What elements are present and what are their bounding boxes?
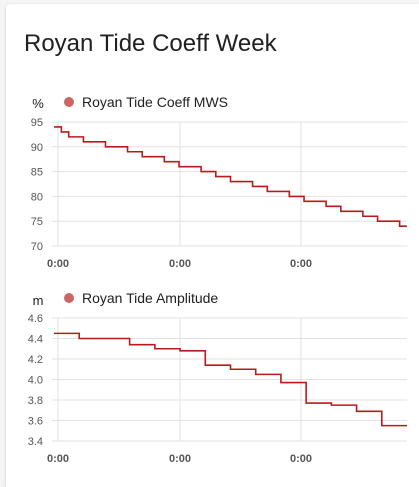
series-line [54, 126, 407, 227]
y-tick-label: 3.4 [28, 436, 43, 448]
y-tick-label: 90 [31, 142, 43, 154]
y-tick-label: 95 [31, 117, 43, 129]
y-tick-label: 4.2 [28, 354, 43, 366]
tide-amplitude-chart: m Royan Tide Amplitude 4.6 4.4 4.2 4.0 3.8 3.6 3… [28, 290, 407, 465]
legend-dot [64, 97, 74, 107]
x-tick-label: 0:00 [169, 258, 191, 270]
y-tick-label: 70 [31, 241, 43, 253]
x-tick-label: 0:00 [47, 258, 69, 270]
x-tick-label: 0:00 [290, 453, 312, 465]
series-line [54, 332, 407, 427]
tide-coeff-chart: % Royan Tide Coeff MWS 95 90 85 80 75 70 0:00 0:0… [31, 94, 407, 270]
y-axis-unit: % [32, 96, 44, 111]
y-tick-label: 85 [31, 167, 43, 179]
y-tick-label: 3.8 [28, 395, 43, 407]
y-tick-label: 75 [31, 216, 43, 228]
x-tick-label: 0:00 [169, 453, 191, 465]
x-tick-label: 0:00 [290, 258, 312, 270]
y-tick-label: 80 [31, 191, 43, 203]
y-tick-label: 4.0 [28, 375, 43, 387]
y-tick-label: 4.6 [28, 313, 43, 325]
legend-label: Royan Tide Coeff MWS [82, 94, 228, 110]
card-title: Royan Tide Coeff Week [24, 30, 277, 57]
legend-label: Royan Tide Amplitude [82, 290, 218, 306]
x-tick-label: 0:00 [47, 453, 69, 465]
y-axis-unit: m [33, 293, 44, 308]
legend-dot [64, 293, 74, 303]
y-tick-label: 3.6 [28, 416, 43, 428]
y-tick-label: 4.4 [28, 334, 43, 346]
